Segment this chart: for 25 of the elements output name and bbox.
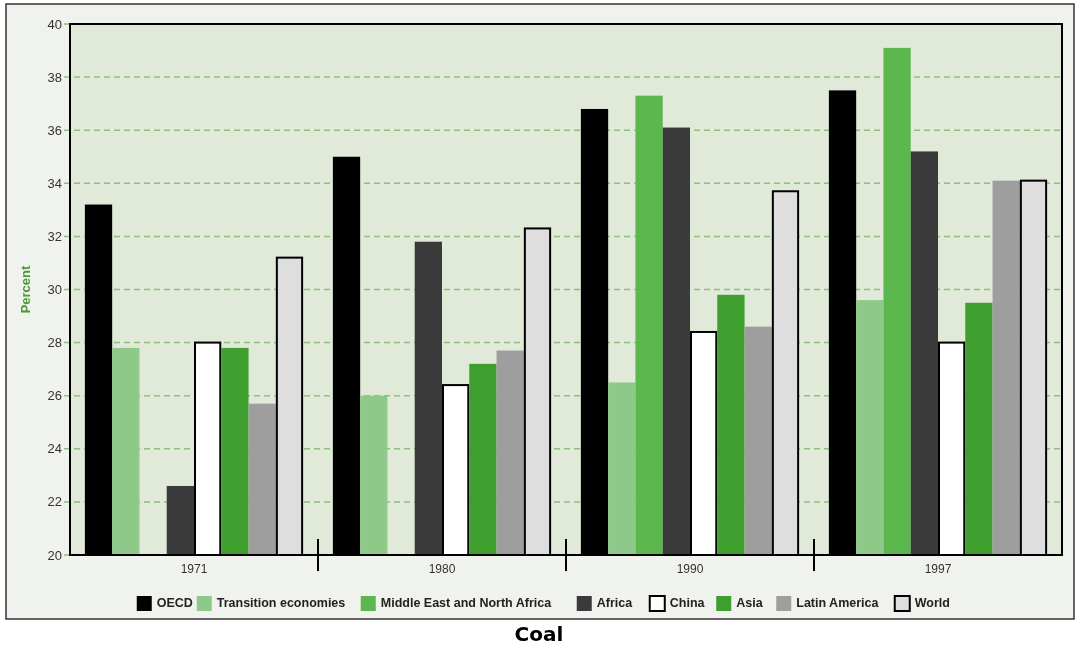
x-tick-label: 1980 bbox=[428, 562, 456, 576]
x-tick-label: 1990 bbox=[676, 562, 704, 576]
y-tick-label: 36 bbox=[47, 122, 62, 138]
y-tick-label: 24 bbox=[47, 441, 62, 457]
legend-label: OECD bbox=[156, 596, 193, 611]
legend-label: Middle East and North Africa bbox=[380, 596, 553, 611]
y-tick-label: 40 bbox=[47, 16, 62, 32]
legend-label: World bbox=[914, 596, 950, 611]
y-tick-label: 26 bbox=[47, 388, 62, 404]
y-tick-label: 22 bbox=[47, 494, 62, 510]
legend-label: China bbox=[669, 596, 706, 611]
legend-label: Latin America bbox=[796, 596, 880, 611]
y-tick-label: 28 bbox=[47, 335, 62, 351]
y-tick-label: 34 bbox=[47, 175, 62, 191]
legend-label: Transition economies bbox=[216, 596, 346, 611]
y-tick-label: 38 bbox=[47, 69, 62, 85]
text: Coal bbox=[514, 622, 564, 646]
y-tick-label: 30 bbox=[47, 282, 62, 298]
y-tick-label: 32 bbox=[47, 228, 62, 244]
x-tick-label: 1997 bbox=[924, 562, 952, 576]
legend-label: Asia bbox=[736, 596, 764, 611]
y-tick-label: 20 bbox=[47, 547, 62, 563]
legend-label: Africa bbox=[596, 596, 634, 611]
x-tick-label: 1971 bbox=[180, 562, 208, 576]
y-axis-title: Percent bbox=[18, 264, 33, 314]
